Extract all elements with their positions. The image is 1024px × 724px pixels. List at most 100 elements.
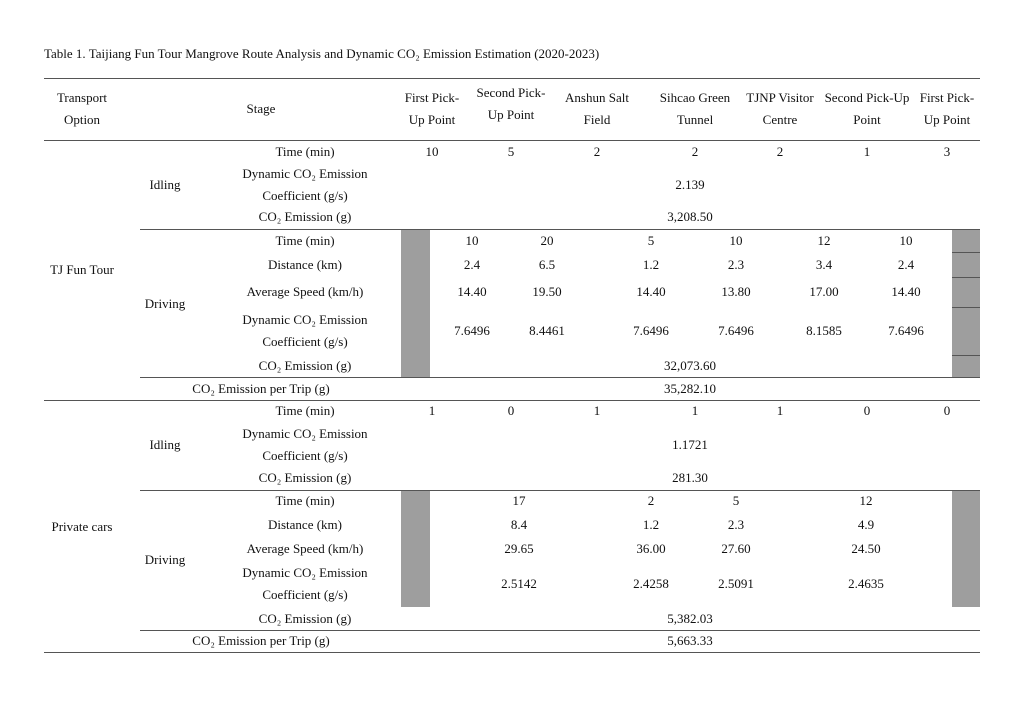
value: 2.3 [727, 517, 745, 532]
row-label: CO₂ Emission (g) [258, 470, 352, 485]
value: 14.40 [636, 284, 666, 299]
value: 2.5142 [501, 576, 537, 591]
value: 12 [817, 233, 831, 248]
value: 2.5091 [718, 576, 754, 591]
row-label: Time (min) [275, 493, 335, 508]
value: 24.50 [851, 541, 881, 556]
row-label: CO₂ Emission (g) [258, 611, 352, 626]
value: 10 [465, 233, 479, 248]
value: 2.4258 [633, 576, 669, 591]
value: 2 [776, 144, 784, 159]
stage-group: Idling [149, 177, 181, 192]
row-label: Dynamic CO₂ Emission Coefficient (g/s) [242, 426, 368, 463]
value: 1 [691, 403, 699, 418]
value: 10 [899, 233, 913, 248]
value: 32,073.60 [664, 358, 716, 373]
header-cell: Second Pick-Up Point [824, 90, 910, 127]
value: 5,382.03 [667, 611, 713, 626]
value: 13.80 [721, 284, 751, 299]
value: 36.00 [636, 541, 666, 556]
value: 1 [593, 403, 601, 418]
value: 1 [776, 403, 784, 418]
row-label: CO₂ Emission per Trip (g) [192, 633, 330, 648]
rule [140, 229, 980, 230]
value: 0 [507, 403, 515, 418]
value: 4.9 [857, 517, 875, 532]
row-label: Distance (km) [267, 257, 342, 272]
value: 19.50 [532, 284, 562, 299]
value: 2 [691, 144, 699, 159]
rule [952, 252, 980, 253]
rule [140, 630, 980, 631]
value: 281.30 [672, 470, 708, 485]
value: 2.4 [897, 257, 915, 272]
value: 0 [943, 403, 951, 418]
value: 17.00 [809, 284, 839, 299]
row-label: Time (min) [275, 233, 335, 248]
value: 7.6496 [888, 323, 924, 338]
header-cell: Transport Option [56, 90, 108, 127]
value: 2 [593, 144, 601, 159]
value: 2.4 [463, 257, 481, 272]
rule [952, 277, 980, 278]
stage-group: Idling [149, 437, 181, 452]
value: 7.6496 [454, 323, 490, 338]
shaded-cell [401, 490, 430, 607]
value: 8.4 [510, 517, 528, 532]
header-cell: First Pick-Up Point [404, 90, 460, 127]
value: 1 [428, 403, 436, 418]
value: 14.40 [457, 284, 487, 299]
row-label: CO₂ Emission (g) [258, 358, 352, 373]
value: 7.6496 [718, 323, 754, 338]
value: 6.5 [538, 257, 556, 272]
value: 8.1585 [806, 323, 842, 338]
rule [44, 400, 980, 401]
transport-option: Private cars [51, 519, 113, 534]
value: 3,208.50 [667, 209, 713, 224]
row-label: Time (min) [275, 403, 335, 418]
rule [44, 652, 980, 653]
header-cell: Sihcao Green Tunnel [659, 90, 731, 127]
shaded-cell [952, 229, 980, 377]
value: 1 [863, 144, 871, 159]
value: 29.65 [504, 541, 534, 556]
header-cell: Stage [246, 101, 276, 116]
rule [140, 377, 980, 378]
value: 5,663.33 [667, 633, 713, 648]
header-cell: TJNP Visitor Centre [746, 90, 814, 127]
value: 3.4 [815, 257, 833, 272]
value: 8.4461 [529, 323, 565, 338]
rule [952, 307, 980, 308]
shaded-cell [401, 229, 430, 377]
value: 2.4635 [848, 576, 884, 591]
value: 2.139 [675, 177, 705, 192]
value: 14.40 [891, 284, 921, 299]
value: 27.60 [721, 541, 751, 556]
rule [952, 355, 980, 356]
row-label: Distance (km) [267, 517, 342, 532]
value: 20 [540, 233, 554, 248]
value: 10 [729, 233, 743, 248]
value: 17 [512, 493, 526, 508]
value: 7.6496 [633, 323, 669, 338]
row-label: Dynamic CO₂ Emission Coefficient (g/s) [242, 565, 368, 602]
row-label: CO₂ Emission (g) [258, 209, 352, 224]
rule [44, 78, 980, 79]
stage-group: Driving [144, 296, 186, 311]
rule [44, 140, 980, 141]
row-label: Average Speed (km/h) [246, 541, 364, 556]
row-label: Dynamic CO₂ Emission Coefficient (g/s) [242, 166, 368, 203]
transport-option: TJ Fun Tour [50, 262, 114, 277]
header-cell: Second Pick-Up Point [476, 85, 546, 122]
value: 35,282.10 [664, 381, 716, 396]
row-label: Average Speed (km/h) [246, 284, 364, 299]
rule [140, 490, 980, 491]
table-title: Table 1. Taijiang Fun Tour Mangrove Rout… [44, 46, 600, 61]
value: 0 [863, 403, 871, 418]
stage-group: Driving [144, 552, 186, 567]
value: 12 [859, 493, 873, 508]
value: 1.2 [642, 517, 660, 532]
value: 2.3 [727, 257, 745, 272]
header-cell: Anshun Salt Field [565, 90, 629, 127]
